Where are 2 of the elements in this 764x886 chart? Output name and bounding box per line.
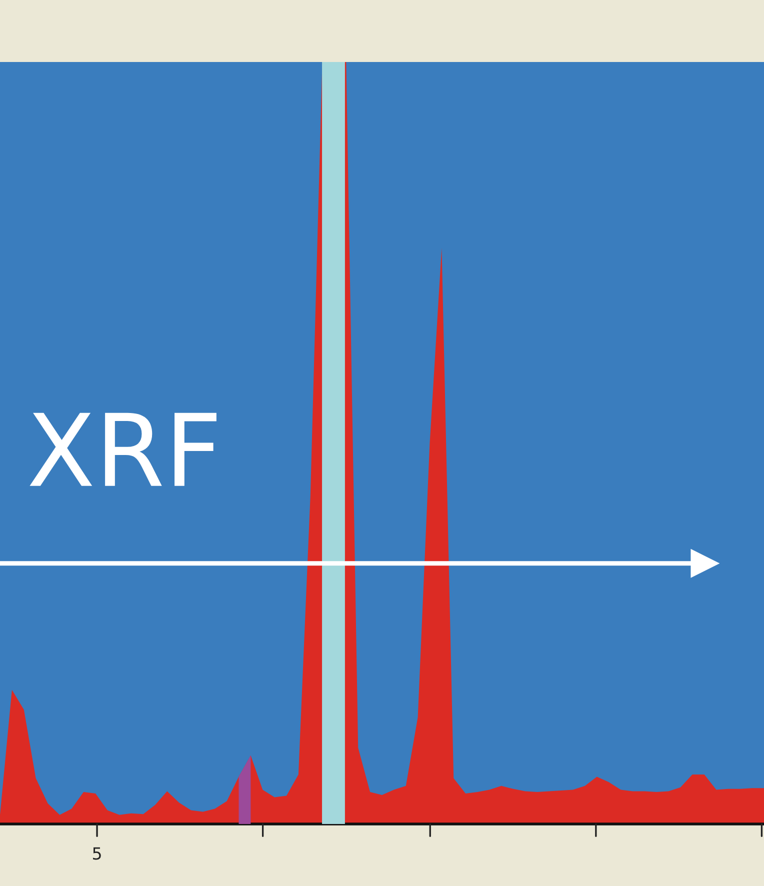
annotation: XRF [30,412,216,486]
text: 5 [93,847,101,860]
